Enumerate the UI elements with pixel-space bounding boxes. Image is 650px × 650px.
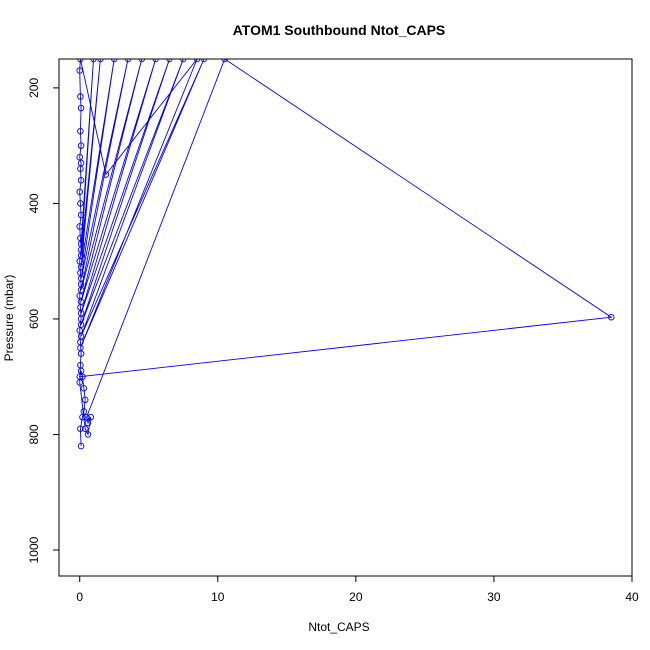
series-line [79, 59, 613, 447]
y-tick-label: 800 [27, 424, 41, 444]
data-point [77, 425, 84, 432]
data-point [221, 59, 228, 63]
chart-title: ATOM1 Southbound Ntot_CAPS [233, 22, 446, 38]
data-point [152, 59, 159, 63]
data-point [77, 177, 85, 184]
data-point [80, 408, 88, 415]
data-point [76, 379, 83, 386]
data-point [97, 59, 104, 63]
data-point [76, 188, 83, 196]
x-tick-label: 20 [349, 590, 363, 604]
y-tick-label: 200 [27, 78, 41, 98]
y-tick-label: 600 [27, 309, 41, 329]
data-point [110, 59, 118, 63]
x-tick-label: 10 [211, 590, 225, 604]
data-point [77, 104, 85, 112]
data-point [180, 59, 187, 63]
data-point [76, 257, 83, 265]
data-point [77, 442, 85, 450]
series-layer [76, 59, 615, 450]
y-tick-label: 400 [27, 193, 41, 213]
data-point [77, 200, 84, 207]
data-point [77, 286, 85, 294]
x-tick-label: 30 [487, 590, 501, 604]
data-point [102, 171, 110, 178]
plot-frame [58, 58, 633, 577]
data-point [77, 361, 84, 369]
data-point [77, 240, 85, 248]
data-point [77, 127, 84, 135]
data-point [200, 59, 208, 63]
data-point [77, 93, 84, 100]
data-point [77, 263, 85, 271]
data-point [76, 327, 83, 334]
data-point [608, 313, 615, 321]
y-axis: 200 400 600 800 1000 [27, 78, 59, 563]
data-point [83, 413, 90, 421]
data-point [79, 373, 86, 380]
data-point [81, 396, 89, 404]
data-point [90, 59, 97, 63]
data-point [77, 211, 85, 219]
data-point [77, 333, 85, 340]
data-point [124, 59, 132, 63]
data-point [77, 275, 85, 282]
y-tick-label: 1000 [27, 536, 41, 563]
data-point [77, 142, 85, 149]
data-point [80, 385, 88, 392]
data-point [76, 292, 83, 300]
x-axis: 0 10 20 30 40 [76, 576, 639, 604]
data-point [77, 252, 85, 259]
data-point [84, 431, 92, 438]
data-point [138, 59, 146, 63]
x-tick-label: 40 [625, 590, 639, 604]
data-point [166, 59, 173, 63]
y-axis-label: Pressure (mbar) [2, 275, 16, 362]
data-point [76, 67, 83, 74]
data-point [77, 309, 85, 317]
data-point [77, 59, 84, 63]
data-point [84, 419, 92, 427]
x-axis-label: Ntot_CAPS [308, 620, 369, 634]
data-point [193, 59, 201, 63]
x-tick-label: 0 [76, 590, 83, 604]
data-point [81, 425, 89, 432]
data-point [77, 298, 85, 305]
data-point [77, 159, 85, 167]
data-point [87, 413, 95, 421]
data-point [77, 321, 85, 328]
data-point [76, 153, 83, 161]
data-point [77, 344, 84, 352]
data-point [79, 413, 86, 421]
data-point [76, 223, 83, 230]
